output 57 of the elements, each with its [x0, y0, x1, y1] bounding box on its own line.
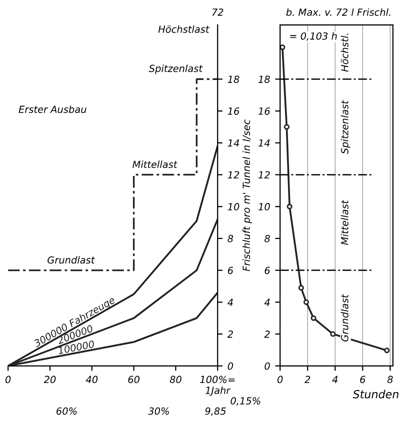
y-tick-label: 18	[258, 76, 270, 83]
y-tick-label: 2	[227, 330, 233, 338]
annotation: Mittellast	[132, 160, 178, 168]
y-tick-label: 4	[228, 298, 233, 306]
annotation: Mittellast	[340, 200, 348, 245]
x-axis-title: Stunden	[352, 390, 398, 398]
y-tick-label: 8	[264, 234, 270, 242]
x-tick-label: 20	[44, 376, 56, 384]
y-tick-label: 14	[258, 139, 270, 147]
text: b. Max. v. 72 l Frischl.	[286, 8, 390, 16]
annotation: Grundlast	[340, 294, 348, 342]
text: 9,85	[205, 407, 226, 416]
y-tick-label: 12	[258, 171, 270, 178]
x-tick-label: 4	[332, 376, 338, 384]
x-tick-label: 80	[170, 376, 182, 384]
y-tick-label: 6	[264, 266, 270, 274]
x-tick-label: 60	[128, 376, 140, 384]
point	[298, 285, 304, 291]
y-tick-label: 16	[258, 107, 270, 115]
annotation: Spitzenlast	[340, 100, 350, 154]
x-tick-label: 0	[5, 376, 11, 384]
y-tick-label: 6	[228, 266, 234, 274]
x-tick-label: 100%= 1Jahr	[200, 376, 235, 396]
x-tick-label: 6	[360, 376, 366, 384]
y-tick-label: 14	[228, 139, 240, 147]
y-tick-label: 8	[228, 234, 234, 242]
annotation: Erster Ausbau	[18, 105, 86, 114]
y-tick-label: 0	[228, 362, 234, 370]
x-tick-label: 40	[86, 376, 98, 384]
y-tick-label: 0	[264, 362, 270, 370]
text: 72	[212, 8, 224, 16]
y-tick-label: 18	[228, 76, 240, 83]
y-tick-label: 4	[264, 298, 270, 306]
annotation: Grundlast	[48, 256, 96, 264]
y-axis-title: Frischluft pro m' Tunnel in l/sec	[242, 120, 252, 272]
y-tick-label: 2	[264, 330, 270, 338]
text: 30%	[148, 407, 169, 415]
y-tick-label: 10	[258, 203, 270, 210]
text: 0,15%	[230, 397, 260, 406]
x-tick-label: 2	[304, 376, 310, 384]
point	[330, 331, 336, 337]
x-tick-label: 8	[387, 376, 393, 384]
point	[280, 44, 286, 50]
annotation: = 0,103 h	[290, 32, 337, 41]
point	[284, 124, 290, 130]
text: 60%	[56, 407, 77, 415]
y-tick-label: 12	[228, 171, 240, 178]
point	[310, 315, 316, 321]
point	[303, 299, 310, 305]
annotation: Höchstl.	[340, 34, 348, 72]
annotation: Spitzenlast	[148, 64, 203, 74]
y-tick-label: 10	[228, 203, 240, 210]
x-tick-label: 0	[277, 376, 283, 384]
y-tick-label: 16	[228, 107, 240, 115]
point	[286, 204, 292, 210]
point	[384, 348, 390, 354]
annotation: Höchstlast	[158, 25, 210, 33]
